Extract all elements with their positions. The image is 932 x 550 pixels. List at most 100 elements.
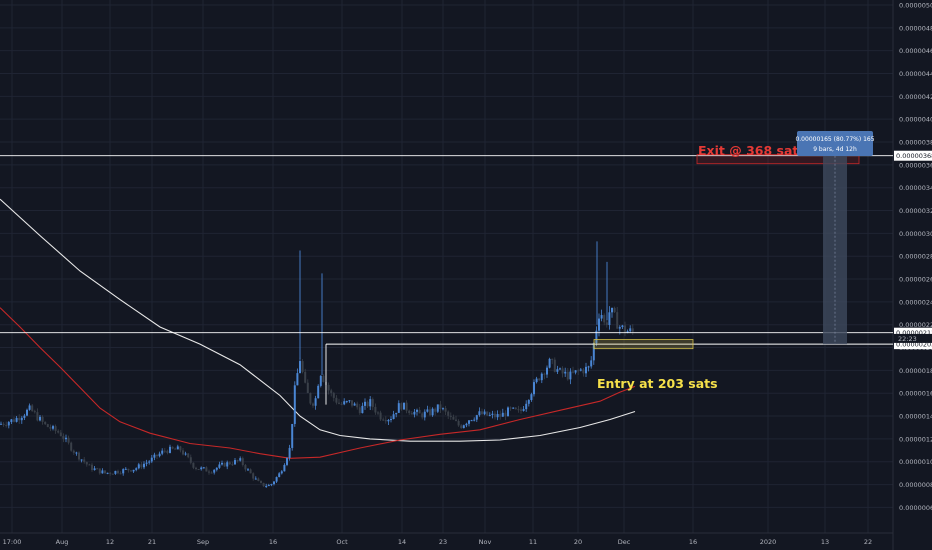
candle [161, 448, 164, 456]
candle [309, 392, 312, 405]
candle-body [387, 419, 390, 422]
candle [317, 384, 320, 399]
entry-label: Entry at 203 sats [597, 376, 718, 391]
candle-body [452, 417, 455, 420]
level-price-label: 0.00000368 [896, 152, 932, 160]
candle-body [192, 462, 195, 468]
candle [421, 412, 424, 420]
candle-body [293, 385, 296, 424]
candle-body [564, 371, 567, 374]
candle [187, 452, 190, 459]
candle-body [413, 411, 416, 415]
candle [392, 410, 395, 420]
candle-body [127, 468, 130, 471]
candle [31, 404, 34, 412]
candle-body [13, 419, 15, 422]
candle-body [590, 360, 593, 367]
candle [387, 419, 390, 425]
candle [416, 408, 418, 416]
candle [57, 429, 60, 434]
candle [174, 447, 177, 450]
candle-body [423, 411, 426, 418]
candle [395, 412, 398, 418]
candle [153, 452, 156, 461]
candle-body [18, 417, 21, 421]
x-tick-label: 2020 [760, 538, 777, 546]
candle [286, 457, 288, 467]
candle-body [496, 414, 499, 418]
candle-body [330, 390, 333, 394]
candle-body [67, 437, 70, 443]
candle [166, 449, 169, 455]
candle-body [553, 359, 556, 372]
candle [241, 456, 244, 467]
candle-body [538, 378, 541, 381]
candle [572, 366, 574, 374]
candle-body [551, 358, 554, 360]
candle-body [418, 409, 421, 414]
candle-body [54, 426, 57, 431]
candle [434, 407, 437, 416]
candle-body [377, 412, 379, 414]
candle-body [520, 409, 522, 411]
candle [629, 325, 632, 333]
candle-body [179, 446, 182, 451]
candle-body [579, 369, 582, 371]
candle [551, 358, 554, 365]
candle-body [353, 403, 356, 406]
candle [301, 359, 304, 374]
y-tick-label: 0.00000240 [899, 298, 932, 306]
candle-body [41, 416, 44, 422]
x-tick-label: Sep [197, 538, 209, 546]
x-tick-label: 11 [529, 538, 537, 546]
candle [312, 402, 314, 408]
candle-body [254, 478, 257, 480]
candle-body [618, 327, 621, 329]
price-axis[interactable]: 0.00000500 0.00000480 0.00000460 0.00000440… [899, 2, 932, 512]
candle-body [202, 467, 205, 469]
candle-body [244, 465, 247, 470]
candle [304, 368, 307, 384]
y-tick-label: 0.00000400 [899, 116, 932, 124]
candle [33, 409, 36, 414]
candle-body [408, 410, 411, 414]
candle [93, 465, 96, 471]
candle [465, 422, 468, 428]
candle [231, 461, 234, 466]
candle [374, 403, 377, 415]
candle [59, 429, 62, 437]
candle [260, 480, 262, 484]
candle-body [44, 421, 47, 425]
candle [39, 414, 41, 422]
candle [5, 421, 8, 428]
candle-body [595, 330, 598, 344]
candle [566, 368, 569, 381]
candle [561, 366, 564, 378]
candle [405, 400, 408, 414]
candle [236, 459, 239, 463]
annotations[interactable]: Exit @ 368 sats Entry at 203 sats 0.000001… [593, 131, 875, 391]
candle [488, 412, 491, 417]
time-axis[interactable]: 17:00 Aug 12 21 Sep 16 Oct 14 23 Nov 11 20 Dec 16 2020… [3, 538, 873, 546]
candle [67, 435, 70, 445]
candle-body [600, 315, 603, 319]
candle-body [405, 402, 408, 411]
candle [215, 467, 218, 472]
candle [210, 471, 213, 474]
candle [512, 407, 515, 410]
candle-body [410, 413, 413, 415]
candle [501, 408, 504, 417]
x-tick-label: Oct [336, 538, 348, 546]
candle [379, 410, 382, 421]
candle-body [514, 407, 517, 410]
y-tick-label: 0.00000380 [899, 139, 932, 147]
candle-body [267, 485, 270, 487]
candle-body [559, 368, 561, 370]
candle-body [88, 464, 91, 466]
candle [611, 307, 613, 318]
candle [348, 399, 351, 403]
candle [538, 378, 541, 382]
x-tick-label: 16 [269, 538, 277, 546]
